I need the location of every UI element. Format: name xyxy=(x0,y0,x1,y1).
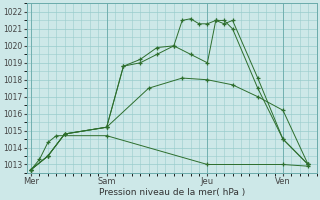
X-axis label: Pression niveau de la mer( hPa ): Pression niveau de la mer( hPa ) xyxy=(99,188,245,197)
